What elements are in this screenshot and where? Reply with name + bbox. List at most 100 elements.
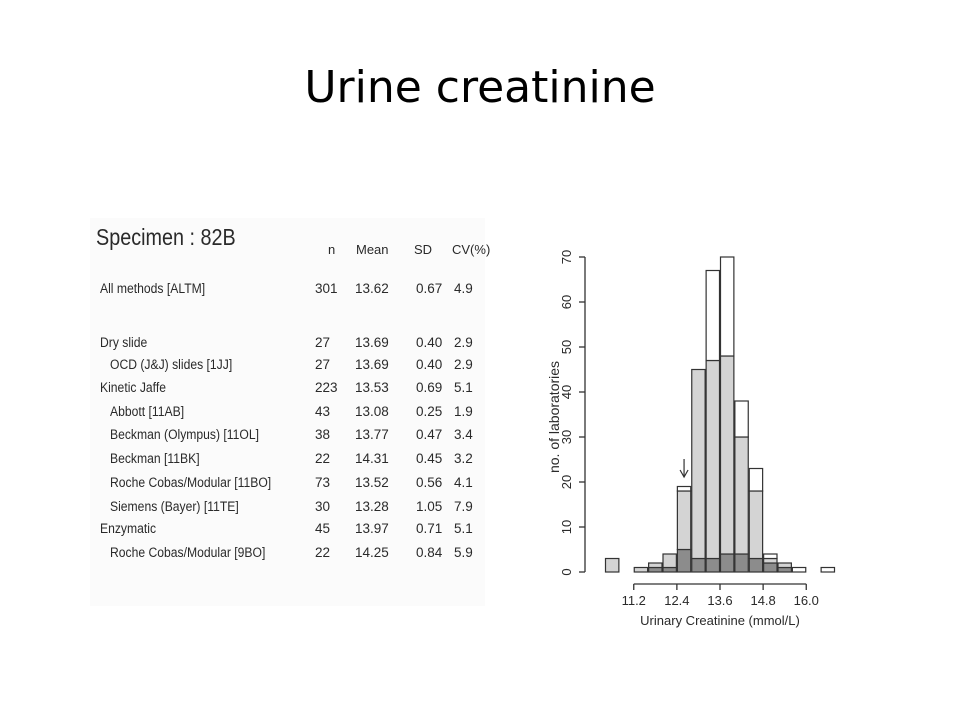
method-name: All methods [ALTM] [100,281,206,296]
cell-sd: 0.47 [416,427,443,442]
histogram-bar [763,553,778,560]
table-row: Beckman [11BK] 22 14.31 0.45 3.2 [90,451,485,471]
histogram-bar [748,467,764,492]
cell-sd: 0.84 [416,545,443,560]
table-row: Beckman (Olympus) [11OL] 38 13.77 0.47 3.4 [90,427,485,447]
histogram-bar [705,557,721,573]
cell-cv: 4.9 [454,281,473,296]
y-tick-label: 30 [559,430,574,444]
histogram-bar [705,269,721,362]
histogram-chart: 0 10 20 30 40 50 60 70 11.2 12.4 13.6 14.8 16.0 Urina… [546,250,836,628]
cell-sd: 0.69 [416,380,443,395]
table-row: All methods [ALTM] 301 13.62 0.67 4.9 [90,281,485,301]
x-tick-label: 13.6 [707,593,732,608]
table-row: Enzymatic 45 13.97 0.71 5.1 [90,521,485,541]
histogram-bar [719,553,735,573]
cell-n: 38 [315,427,331,442]
cell-sd: 0.45 [416,451,443,466]
cell-n: 73 [315,475,331,490]
y-tick-label: 50 [559,340,574,354]
histogram-bar [633,566,649,573]
cell-cv: 5.1 [454,380,473,395]
histogram-bar [676,485,692,492]
y-tick-label: 70 [559,250,574,264]
histogram-bar [719,256,735,357]
method-name: Abbott [11AB] [110,404,185,419]
method-name: OCD (J&J) slides [1JJ] [110,357,233,372]
cell-n: 27 [315,357,331,372]
x-tick-label: 16.0 [794,593,819,608]
y-axis-title: no. of laboratories [546,361,562,473]
y-tick-label: 40 [559,385,574,399]
cell-sd: 0.67 [416,281,443,296]
histogram-bar [719,355,735,555]
cell-n: 43 [315,404,331,419]
cell-n: 27 [315,335,331,350]
cell-mean: 13.08 [355,404,389,419]
cell-cv: 2.9 [454,357,473,372]
column-header-sd: SD [414,242,433,257]
cell-mean: 14.31 [355,451,389,466]
histogram-bar [763,557,778,564]
column-header-mean: Mean [356,242,389,257]
histogram-bar [763,562,778,573]
y-tick-label: 0 [559,568,574,575]
cell-mean: 13.77 [355,427,389,442]
method-name: Dry slide [100,335,148,350]
method-name: Enzymatic [100,521,157,536]
histogram-bar [662,553,677,569]
cell-n: 22 [315,545,331,560]
histogram-bar [676,490,692,551]
table-row: Roche Cobas/Modular [9BO] 22 14.25 0.84 5.9 [90,545,485,565]
histogram-bar [748,557,764,573]
cell-mean: 13.69 [355,335,389,350]
histogram-bar [705,359,721,560]
cell-n: 223 [315,380,338,395]
method-name: Kinetic Jaffe [100,380,166,395]
table-row: Dry slide 27 13.69 0.40 2.9 [90,335,485,355]
cell-mean: 13.62 [355,281,389,296]
x-tick-label: 14.8 [750,593,775,608]
cell-n: 45 [315,521,331,536]
cell-sd: 1.05 [416,499,443,514]
method-name: Roche Cobas/Modular [11BO] [110,475,272,490]
method-name: Roche Cobas/Modular [9BO] [110,545,266,560]
y-tick-label: 10 [559,520,574,534]
cell-sd: 0.40 [416,357,443,372]
column-header-n: n [328,242,336,257]
table-row: OCD (J&J) slides [1JJ] 27 13.69 0.40 2.9 [90,357,485,377]
histogram-bar [648,562,663,569]
x-tick-label: 12.4 [664,593,689,608]
cell-sd: 0.25 [416,404,443,419]
cell-mean: 13.69 [355,357,389,372]
table-row: Roche Cobas/Modular [11BO] 73 13.52 0.56 4.1 [90,475,485,495]
arrow-head [679,469,689,479]
cell-sd: 0.71 [416,521,443,536]
cell-cv: 5.9 [454,545,473,560]
cell-cv: 5.1 [454,521,473,536]
x-tick-label: 11.2 [622,593,646,608]
table-row: Siemens (Bayer) [11TE] 30 13.28 1.05 7.9 [90,499,485,519]
method-name: Beckman [11BK] [110,451,200,466]
cell-cv: 3.2 [454,451,473,466]
cell-cv: 1.9 [454,404,473,419]
cell-mean: 13.53 [355,380,389,395]
cell-cv: 2.9 [454,335,473,350]
cell-n: 30 [315,499,331,514]
cell-cv: 7.9 [454,499,473,514]
histogram-bar [791,566,807,573]
histogram-bar [691,557,706,573]
slide-title: Urine creatinine [304,62,656,113]
histogram-bar [748,490,764,560]
histogram-bar [777,562,792,569]
cell-mean: 13.97 [355,521,389,536]
histogram-bar [734,400,749,438]
histogram-bar [777,566,792,573]
y-tick-label: 60 [559,295,574,309]
cell-mean: 14.25 [355,545,389,560]
cell-cv: 3.4 [454,427,473,442]
table-row: Abbott [11AB] 43 13.08 0.25 1.9 [90,404,485,424]
cell-mean: 13.28 [355,499,389,514]
cell-sd: 0.40 [416,335,443,350]
column-header-cv: CV(%) [452,242,491,257]
